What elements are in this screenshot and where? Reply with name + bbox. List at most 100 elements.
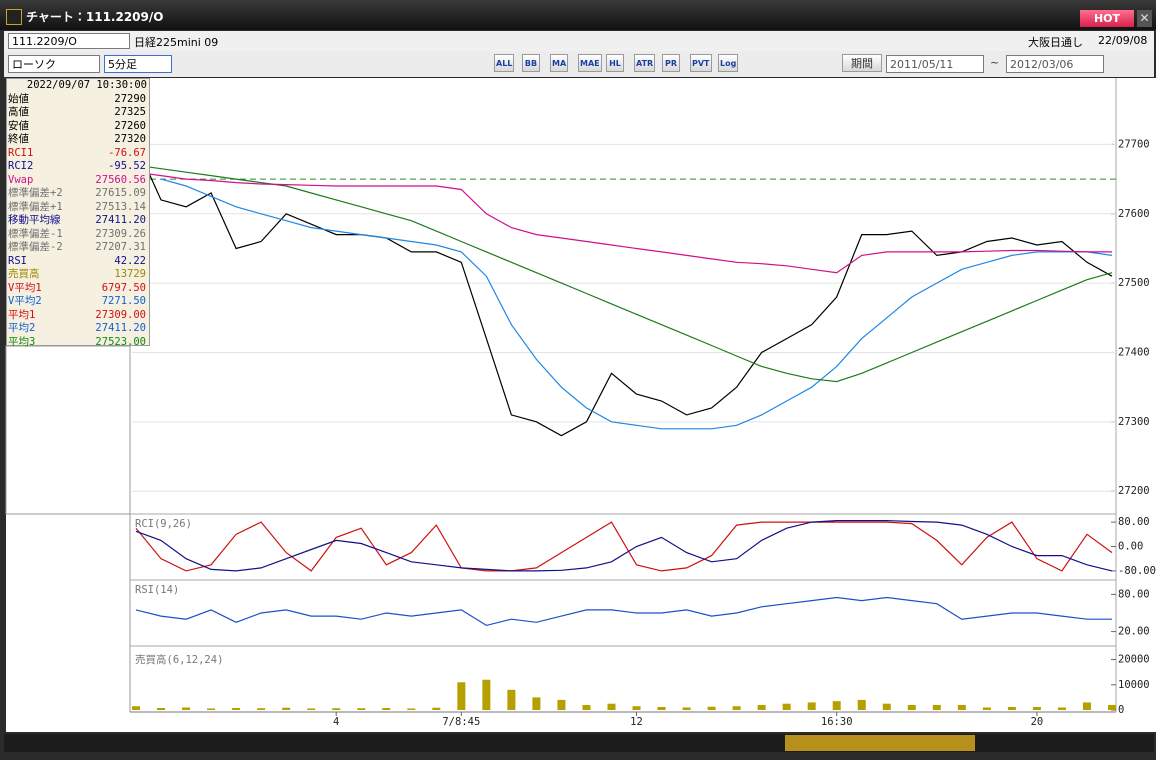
- info-value: 27320: [114, 133, 146, 145]
- tool-button[interactable]: ALL: [494, 54, 515, 72]
- info-value: 7271.50: [101, 295, 146, 307]
- info-label: RCI2: [8, 160, 34, 172]
- symbol-input[interactable]: 111.2209/O: [8, 33, 130, 49]
- info-value: 27523.00: [95, 335, 146, 348]
- app-icon: [6, 9, 22, 25]
- info-row: 始値 27290: [7, 93, 149, 107]
- info-row: 標準偏差-2 27207.31: [7, 241, 149, 255]
- info-label: 標準偏差-2: [8, 241, 63, 253]
- info-label: RSI: [8, 254, 27, 267]
- info-label: V平均2: [8, 295, 42, 307]
- info-row: 平均1 27309.00: [7, 309, 149, 323]
- chart-type-select[interactable]: ローソク: [8, 55, 100, 73]
- series-line: [135, 171, 1112, 274]
- tool-button[interactable]: Log: [718, 54, 739, 72]
- info-row: 標準偏差-1 27309.26: [7, 228, 149, 242]
- series-line: [135, 520, 1113, 572]
- title-bar: チャート：111.2209/O: [0, 0, 1156, 30]
- tool-button[interactable]: HL: [606, 54, 624, 72]
- info-row: 標準偏差+2 27615.09: [7, 187, 149, 201]
- volume-bar: [307, 708, 316, 710]
- series-line: [135, 164, 1113, 383]
- info-value: 42.22: [114, 254, 146, 267]
- volume-bar: [157, 707, 166, 710]
- info-label: 移動平均線: [8, 214, 61, 226]
- series-line: [135, 596, 1112, 627]
- info-label: 平均2: [8, 322, 36, 334]
- info-row: RCI2 -95.52: [7, 160, 149, 174]
- volume-bar: [207, 708, 216, 710]
- info-label: Vwap: [8, 173, 34, 186]
- y-tick-label: 20.00: [1118, 626, 1150, 638]
- y-tick-label: 27400: [1118, 346, 1150, 358]
- x-tick-label: 16:30: [821, 716, 853, 728]
- info-label: 標準偏差-1: [8, 227, 63, 240]
- info-label: 平均1: [8, 308, 36, 321]
- market-name: 大阪日通し: [1028, 36, 1083, 49]
- y-tick-label: 20000: [1118, 654, 1150, 666]
- period-button[interactable]: 期間: [842, 54, 882, 72]
- info-value: 27411.20: [95, 322, 146, 334]
- info-label: 平均3: [8, 335, 36, 348]
- info-row: RSI 42.22: [7, 255, 149, 269]
- tool-button[interactable]: PVT: [690, 54, 712, 72]
- series-line: [135, 521, 1113, 572]
- info-row: 平均3 27523.00: [7, 336, 149, 350]
- volume-bar: [1032, 706, 1041, 710]
- volume-bar: [607, 703, 616, 710]
- tool-button[interactable]: ATR: [634, 54, 656, 72]
- info-row: V平均1 6797.50: [7, 282, 149, 296]
- volume-bar: [507, 689, 516, 710]
- info-row: 終値 27320: [7, 133, 149, 147]
- toolbar-row: 111.2209/O 日経225mini 09 大阪日通し 22/09/08: [4, 31, 1154, 51]
- volume-bar: [632, 706, 641, 710]
- series-line: [160, 178, 1113, 430]
- hot-button[interactable]: HOT: [1080, 10, 1134, 27]
- info-value: -76.67: [108, 146, 146, 159]
- from-date[interactable]: 2011/05/11: [886, 55, 984, 73]
- info-value: 27615.09: [95, 187, 146, 199]
- volume-bar: [532, 697, 541, 710]
- y-tick-label: 27600: [1118, 208, 1150, 220]
- panel-title: RCI(9,26): [135, 518, 192, 530]
- info-value: 27411.20: [95, 214, 146, 226]
- interval-select[interactable]: 5分足: [104, 55, 172, 73]
- y-tick-label: 0: [1118, 704, 1124, 716]
- panel-title: 売買高(6,12,24): [135, 653, 223, 666]
- scrollbar[interactable]: [4, 734, 1154, 752]
- volume-bar: [407, 708, 416, 710]
- volume-bar: [1082, 702, 1091, 710]
- scrollbar-thumb[interactable]: [785, 735, 975, 751]
- volume-bar: [582, 704, 591, 710]
- profile-area: [5, 345, 131, 515]
- close-button[interactable]: ✕: [1137, 10, 1152, 27]
- tool-button[interactable]: PR: [662, 54, 680, 72]
- y-tick-label: 27700: [1118, 138, 1150, 150]
- info-row: 高値 27325: [7, 106, 149, 120]
- series-line: [135, 144, 1113, 437]
- to-date[interactable]: 2012/03/06: [1006, 55, 1104, 73]
- volume-bar: [832, 701, 841, 710]
- y-tick-label: 80.00: [1118, 516, 1150, 528]
- volume-bar: [232, 707, 241, 710]
- instrument-name: 日経225mini 09: [134, 36, 219, 49]
- info-value: -95.52: [108, 160, 146, 172]
- chart-background: [6, 78, 1156, 732]
- tool-button[interactable]: MA: [550, 54, 569, 72]
- info-value: 27260: [114, 119, 146, 132]
- tool-button[interactable]: BB: [522, 54, 540, 72]
- volume-bar: [1057, 707, 1066, 710]
- volume-bar: [857, 699, 866, 710]
- tool-button[interactable]: MAE: [578, 54, 602, 72]
- info-row: V平均2 7271.50: [7, 295, 149, 309]
- y-tick-label: -80.00: [1118, 565, 1156, 577]
- volume-bar: [732, 706, 741, 710]
- volume-bar: [457, 682, 466, 710]
- info-label: 高値: [8, 106, 29, 118]
- info-row: 売買高 13729: [7, 268, 149, 282]
- info-label: 安値: [8, 119, 29, 132]
- volume-bar: [357, 708, 366, 710]
- volume-bar: [707, 706, 716, 710]
- volume-bar: [907, 704, 916, 710]
- volume-bar: [782, 703, 791, 710]
